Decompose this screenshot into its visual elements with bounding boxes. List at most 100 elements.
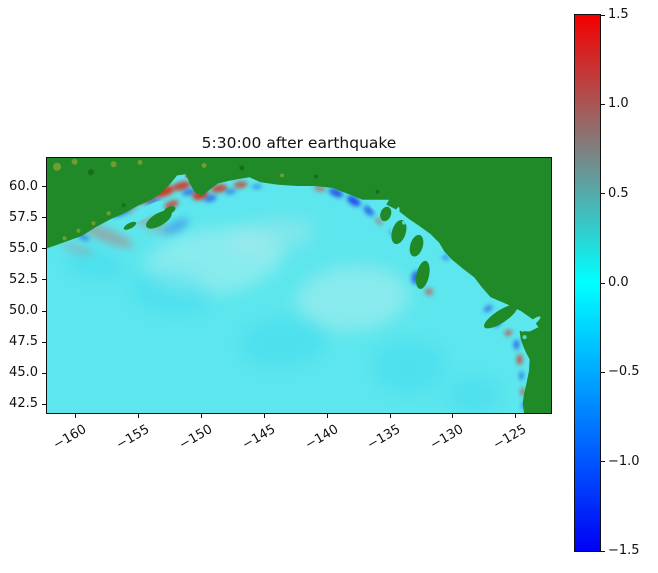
colorbar-tick-label: 1.5 (608, 7, 629, 22)
wave-anomaly-blob (233, 181, 248, 189)
terrain-speckle (239, 165, 245, 171)
terrain-speckle (280, 173, 285, 178)
colorbar-tick-label: −0.5 (608, 364, 640, 380)
island (123, 221, 137, 230)
island (380, 206, 392, 222)
y-tick-mark (42, 248, 46, 250)
island (163, 206, 176, 215)
wave-anomaly-blob (424, 287, 434, 296)
land-mass (47, 158, 551, 413)
wave-anomaly-blob (347, 195, 361, 207)
strait-water (125, 200, 164, 225)
y-tick-mark (42, 341, 46, 343)
colorbar-tick-label: −1.0 (608, 453, 640, 469)
colorbar-tick-mark (601, 193, 605, 195)
wave-anomaly-blob (65, 247, 125, 280)
y-tick-label: 55.0 (9, 240, 38, 256)
colorbar-tick-label: 0.5 (608, 185, 629, 201)
terrain-speckle (91, 221, 96, 226)
wave-anomaly-blob (227, 217, 315, 256)
strait-water (390, 206, 400, 234)
colorbar (574, 14, 601, 552)
terrain-speckle (106, 211, 111, 216)
y-tick-label: 60.0 (9, 178, 38, 194)
wave-anomaly-blob (130, 270, 211, 315)
terrain-speckle (201, 162, 207, 168)
terrain-speckle (401, 220, 406, 225)
wave-anomaly-blob (363, 205, 374, 216)
terrain-speckle (62, 236, 67, 241)
wave-anomaly-blob (513, 339, 520, 350)
wave-anomaly-blob (251, 184, 262, 190)
wave-anomaly-blob (172, 181, 191, 191)
x-tick-mark (326, 414, 328, 418)
wave-anomaly-blob (371, 339, 447, 395)
wave-anomaly-blob (296, 265, 409, 332)
wave-anomaly-blob (204, 194, 217, 203)
terrain-speckle (439, 251, 444, 256)
colorbar-tick-mark (601, 461, 605, 463)
x-tick-mark (75, 414, 77, 418)
wave-anomaly-blob (446, 375, 502, 413)
terrain-speckle (87, 169, 94, 176)
colorbar-tick-mark (601, 103, 605, 105)
terrain-speckle (313, 174, 318, 179)
colorbar-tick-label: 0.0 (608, 275, 629, 290)
y-tick-mark (42, 403, 46, 405)
x-tick-mark (263, 414, 265, 418)
y-tick-mark (42, 186, 46, 188)
terrain-speckle (76, 228, 81, 233)
wave-anomaly-blob (164, 218, 189, 235)
colorbar-tick-mark (601, 371, 605, 373)
colorbar-tick-label: −1.5 (608, 543, 640, 558)
island (484, 304, 518, 329)
island (391, 219, 407, 245)
wave-anomaly-blob (240, 316, 326, 368)
y-tick-label: 47.5 (9, 334, 38, 350)
island (415, 260, 430, 289)
terrain-speckle (522, 335, 527, 340)
colorbar-tick-label: 1.0 (608, 96, 629, 112)
wave-anomaly-blob (164, 200, 179, 210)
terrain-speckle (375, 189, 380, 194)
terrain-speckle (497, 304, 502, 309)
y-tick-mark (42, 279, 46, 281)
colorbar-tick-mark (601, 14, 605, 16)
island (145, 210, 172, 229)
map-plot-area (46, 157, 552, 414)
wave-anomaly-blob (375, 217, 383, 226)
wave-anomaly-blob (504, 329, 512, 336)
y-tick-mark (42, 310, 46, 312)
chart-title: 5:30:00 after earthquake (201, 134, 397, 152)
y-tick-mark (42, 372, 46, 374)
heatmap-canvas (47, 158, 551, 413)
terrain-speckle (420, 231, 425, 236)
wave-anomaly-blob (211, 184, 228, 193)
y-tick-label: 42.5 (9, 396, 38, 412)
wave-anomaly-blob (520, 387, 525, 397)
terrain-speckle (53, 162, 62, 171)
y-tick-label: 50.0 (9, 303, 38, 318)
terrain-speckle (457, 267, 462, 272)
strait-water (521, 316, 541, 332)
terrain-speckle (71, 158, 78, 165)
x-tick-mark (138, 414, 140, 418)
x-tick-mark (515, 414, 517, 418)
colorbar-tick-mark (601, 282, 605, 284)
colorbar-tick-mark (601, 550, 605, 552)
wave-anomaly-blob (483, 304, 493, 313)
wave-anomaly-blob (519, 370, 524, 381)
strait-water (370, 203, 381, 213)
x-tick-mark (452, 414, 454, 418)
wave-anomaly-blob (441, 254, 449, 261)
terrain-speckle (110, 161, 117, 168)
island (409, 234, 424, 257)
wave-anomaly-blob (182, 188, 196, 196)
x-tick-mark (389, 414, 391, 418)
y-tick-mark (42, 217, 46, 219)
wave-anomaly-blob (61, 242, 93, 256)
y-tick-label: 45.0 (9, 365, 38, 381)
